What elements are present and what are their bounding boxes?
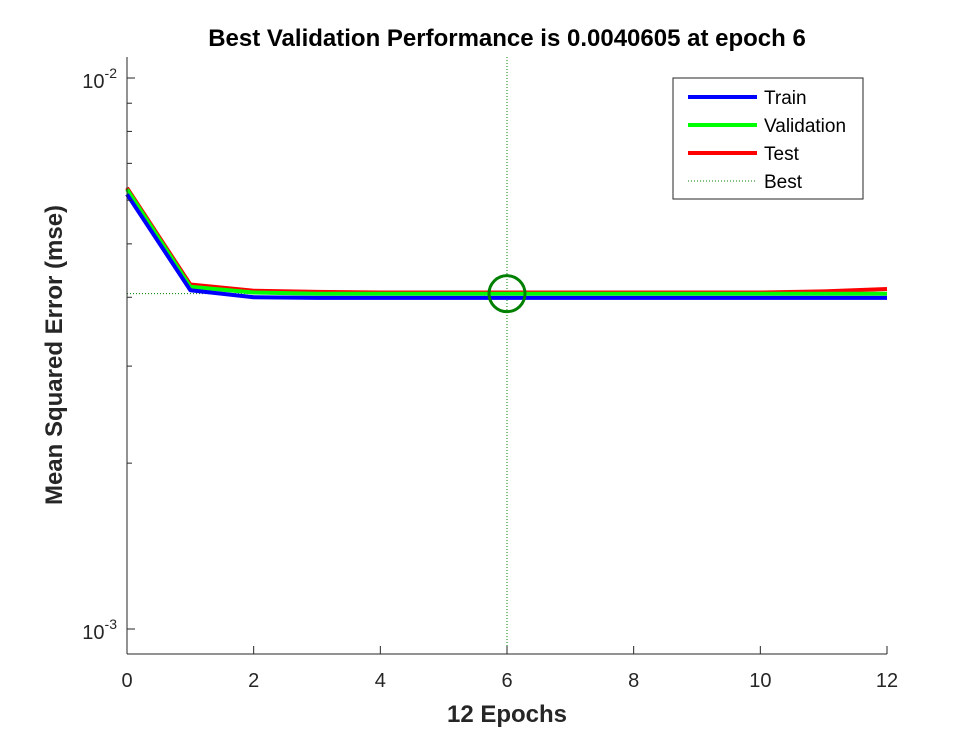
series-line-train <box>125 193 887 300</box>
x-tick-label: 8 <box>628 670 639 692</box>
legend-label-test: Test <box>764 144 800 165</box>
x-axis-label: 12 Epochs <box>447 701 567 728</box>
x-tick-label: 12 <box>876 670 898 692</box>
legend-label-validation: Validation <box>764 116 846 137</box>
series-line-validation <box>125 188 887 296</box>
legend-label-best: Best <box>764 172 803 193</box>
legend-label-train: Train <box>764 88 807 109</box>
x-tick-label: 10 <box>749 670 771 692</box>
chart-title: Best Validation Performance is 0.0040605… <box>208 25 806 52</box>
y-tick-label: 10-2 <box>82 65 117 93</box>
best-circle-marker <box>487 274 527 314</box>
x-tick-label: 2 <box>248 670 259 692</box>
y-tick-label: 10-3 <box>82 616 117 644</box>
y-axis-label: Mean Squared Error (mse) <box>41 205 68 505</box>
x-tick-label: 0 <box>121 670 132 692</box>
x-tick-label: 4 <box>375 670 386 692</box>
x-tick-label: 6 <box>501 670 512 692</box>
legend: Train Validation Test Best <box>672 77 864 200</box>
